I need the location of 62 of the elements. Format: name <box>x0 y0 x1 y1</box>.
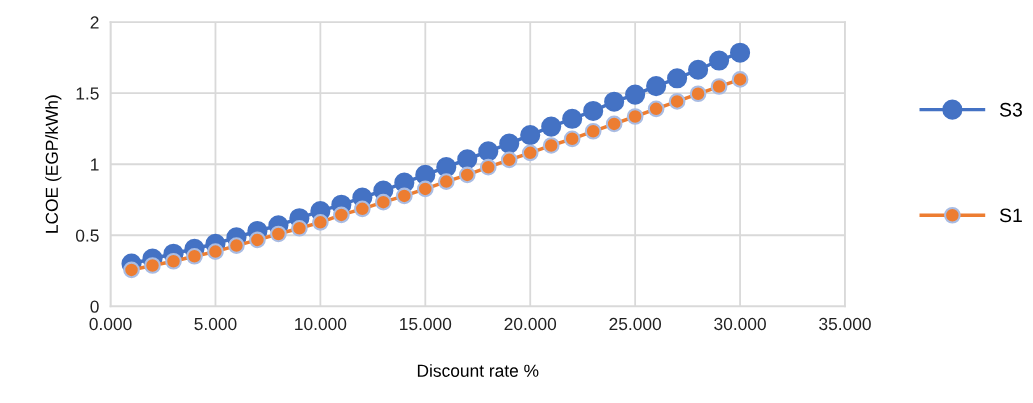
point <box>605 115 623 133</box>
y-tick-label: 1.5 <box>76 87 99 100</box>
x-tick-label: 25.000 <box>609 317 662 331</box>
y-tick-label: 0 <box>90 300 99 313</box>
x-tick-label: 10.000 <box>295 317 347 331</box>
point <box>583 100 604 122</box>
y-axis-title: LCOE (EGP/kWh) <box>45 95 62 233</box>
point <box>375 193 392 211</box>
x-tick-label: 0.000 <box>89 317 132 331</box>
point <box>270 225 287 243</box>
point <box>228 237 245 254</box>
point <box>542 137 560 154</box>
point <box>646 76 667 97</box>
y-tick-label: 2 <box>90 16 99 29</box>
point <box>249 231 266 249</box>
point <box>500 151 518 169</box>
point <box>416 180 434 198</box>
point <box>730 42 751 63</box>
point <box>312 213 329 231</box>
point <box>395 187 413 205</box>
x-tick-label: 35.000 <box>819 317 871 331</box>
x-tick-label: 5.000 <box>194 317 237 331</box>
point <box>333 206 350 224</box>
point <box>667 68 688 89</box>
point <box>709 50 730 71</box>
point <box>626 108 644 125</box>
point <box>541 116 562 137</box>
point <box>689 85 707 103</box>
point <box>458 166 476 184</box>
x-tick-label: 30.000 <box>714 317 766 331</box>
point <box>562 108 583 129</box>
point <box>625 84 646 105</box>
point <box>207 243 224 260</box>
point <box>584 122 602 140</box>
point <box>499 133 520 154</box>
point <box>710 78 728 95</box>
point <box>165 252 182 270</box>
point <box>291 219 308 237</box>
legend-label: S1 <box>999 208 1022 223</box>
point <box>354 200 371 218</box>
point <box>688 59 709 80</box>
point <box>521 144 539 162</box>
x-axis-title: Discount rate % <box>417 364 539 377</box>
point <box>457 149 478 170</box>
point <box>123 261 140 279</box>
point <box>520 125 541 146</box>
point <box>437 173 455 190</box>
x-tick-label: 15.000 <box>400 317 452 331</box>
point <box>479 158 497 176</box>
point <box>668 93 686 110</box>
point <box>186 247 203 265</box>
point <box>604 91 625 112</box>
point <box>563 130 581 148</box>
legend-label: S3 <box>999 102 1022 117</box>
point <box>478 141 499 162</box>
y-tick-label: 0.5 <box>75 229 99 242</box>
point <box>144 257 161 274</box>
y-tick-label: 1 <box>91 158 99 171</box>
point <box>731 71 749 88</box>
x-tick-label: 20.000 <box>504 317 557 331</box>
point <box>436 157 457 178</box>
point <box>647 100 665 118</box>
